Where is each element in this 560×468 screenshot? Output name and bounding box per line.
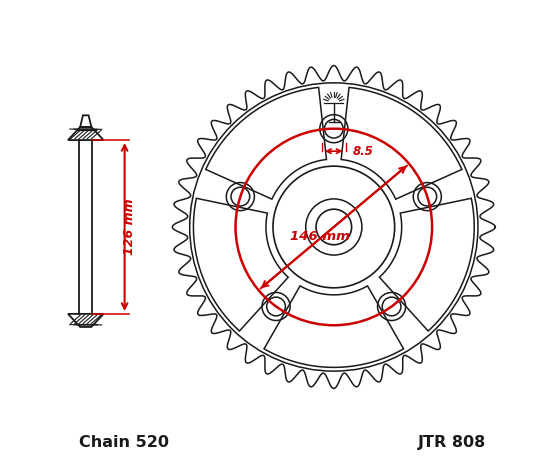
Text: 126 mm: 126 mm (123, 199, 136, 255)
Text: JTR 808: JTR 808 (418, 435, 486, 450)
Text: Chain 520: Chain 520 (79, 435, 169, 450)
Text: 146 mm: 146 mm (290, 230, 349, 243)
Text: 8.5: 8.5 (353, 145, 374, 158)
